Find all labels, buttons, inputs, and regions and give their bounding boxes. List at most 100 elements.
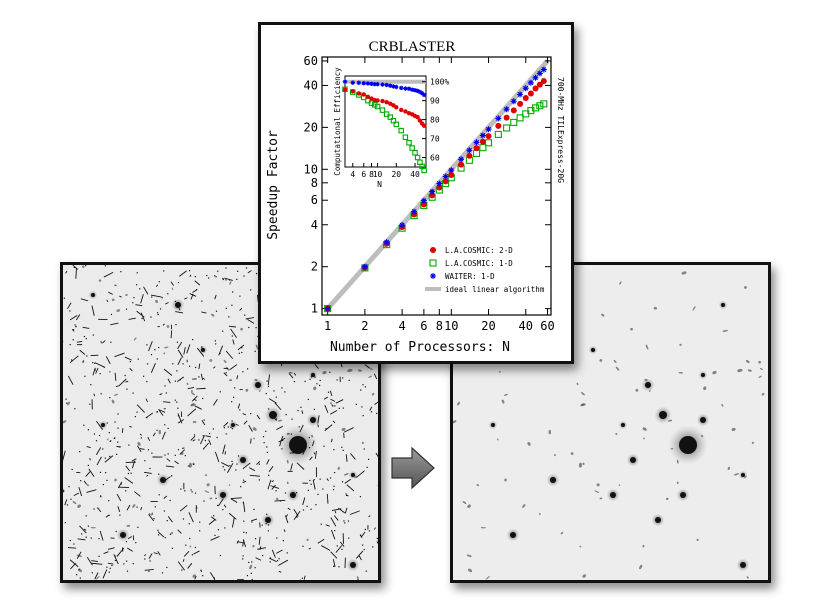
cosmic-ray [313, 479, 315, 481]
data-point [536, 70, 543, 77]
cosmic-ray [105, 356, 111, 365]
faint-source [252, 544, 255, 548]
cosmic-ray [355, 550, 364, 559]
cosmic-ray [301, 410, 304, 414]
data-point [527, 90, 534, 97]
cosmic-ray [208, 277, 210, 279]
cosmic-ray [125, 308, 128, 310]
cosmic-ray [327, 391, 330, 393]
cosmic-ray [237, 270, 239, 272]
cosmic-ray [344, 478, 352, 484]
galaxy-core [160, 477, 166, 483]
data-point [516, 114, 524, 122]
cosmic-ray [69, 343, 71, 346]
cosmic-ray [156, 358, 158, 360]
galaxy-core [621, 423, 625, 427]
cosmic-ray [196, 347, 205, 357]
cosmic-ray [359, 496, 362, 498]
galaxy-core [101, 423, 105, 427]
cosmic-ray [248, 561, 250, 564]
cosmic-ray [271, 480, 274, 483]
data-point [342, 87, 348, 92]
cosmic-ray [238, 403, 241, 408]
cosmic-ray [368, 530, 371, 532]
cosmic-ray [147, 436, 151, 442]
cosmic-ray [242, 462, 251, 470]
galaxy-core [700, 417, 706, 423]
cosmic-ray [95, 367, 99, 374]
cosmic-ray [194, 576, 197, 580]
cosmic-ray [315, 504, 317, 506]
cosmic-ray [165, 392, 167, 394]
cosmic-ray [306, 505, 308, 507]
faint-source [306, 538, 309, 541]
cosmic-ray [144, 558, 146, 560]
cosmic-ray [222, 330, 224, 332]
cosmic-ray [140, 312, 146, 322]
cosmic-ray [179, 449, 185, 455]
cosmic-ray [347, 495, 349, 497]
cosmic-ray [267, 524, 270, 526]
cosmic-ray [222, 277, 224, 280]
cosmic-ray [369, 406, 373, 411]
cosmic-ray [64, 522, 66, 524]
cosmic-ray [278, 559, 289, 566]
faint-source [712, 370, 717, 375]
cosmic-ray [110, 341, 112, 343]
faint-source [275, 497, 279, 500]
cosmic-ray [205, 474, 207, 476]
cosmic-ray [129, 425, 132, 428]
cosmic-ray [141, 317, 143, 320]
cosmic-ray [146, 417, 148, 419]
cosmic-ray [92, 362, 94, 364]
cosmic-ray [72, 329, 74, 331]
cosmic-ray [208, 519, 216, 525]
cosmic-ray [113, 437, 115, 440]
cosmic-ray [145, 398, 148, 403]
cosmic-ray [165, 465, 175, 468]
data-point [442, 173, 449, 180]
cosmic-ray [127, 547, 133, 552]
cosmic-ray [291, 418, 293, 420]
cosmic-ray [175, 324, 177, 326]
faint-source [286, 481, 289, 485]
cosmic-ray [193, 434, 196, 436]
cosmic-ray [110, 322, 119, 326]
cosmic-ray [108, 571, 110, 573]
faint-source [681, 271, 687, 275]
cosmic-ray [85, 515, 87, 517]
cosmic-ray [159, 308, 162, 310]
cosmic-ray [372, 546, 374, 548]
cosmic-ray [338, 566, 340, 568]
y-tick-label: 20 [304, 120, 318, 134]
inset-y-tick-label: 90 [430, 97, 440, 106]
faint-source [746, 576, 749, 579]
y-tick-label: 60 [304, 54, 318, 68]
data-point [430, 247, 436, 253]
cosmic-ray [159, 393, 163, 396]
cosmic-ray [189, 537, 191, 540]
cosmic-ray [116, 453, 118, 455]
faint-source [254, 378, 258, 381]
faint-source [700, 434, 704, 438]
cosmic-ray [92, 367, 96, 376]
data-point [532, 74, 539, 81]
cosmic-ray [219, 554, 221, 557]
cosmic-ray [184, 490, 186, 492]
cosmic-ray [347, 520, 350, 522]
cosmic-ray [201, 419, 206, 426]
cosmic-ray [245, 317, 255, 320]
cosmic-ray [199, 530, 201, 532]
faint-source [553, 454, 556, 457]
cosmic-ray [67, 375, 74, 385]
data-point [398, 127, 404, 134]
cosmic-ray [182, 518, 185, 520]
cosmic-ray [279, 435, 284, 447]
cosmic-ray [236, 375, 239, 380]
faint-source [228, 484, 231, 486]
cosmic-ray [174, 300, 176, 303]
galaxy-core [550, 477, 556, 483]
cosmic-ray [316, 383, 318, 385]
cosmic-ray [213, 366, 216, 369]
faint-source [727, 466, 730, 470]
